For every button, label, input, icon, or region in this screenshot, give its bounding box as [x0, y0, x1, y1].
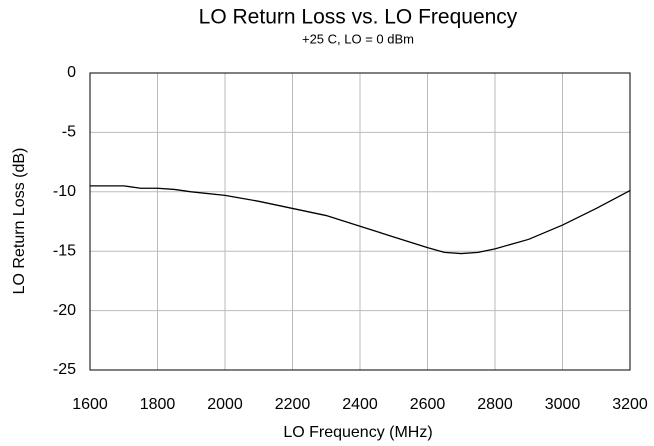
chart-subtitle: +25 C, LO = 0 dBm — [302, 31, 414, 46]
y-tick-label: -25 — [53, 361, 76, 378]
x-tick-label: 3000 — [545, 396, 581, 413]
x-tick-label: 2200 — [275, 396, 311, 413]
x-tick-label: 1800 — [140, 396, 176, 413]
y-tick-label: 0 — [67, 64, 76, 81]
y-axis-label: LO Return Loss (dB) — [11, 148, 28, 295]
x-tick-label: 1600 — [72, 396, 108, 413]
y-tick-label: -5 — [62, 124, 76, 141]
data-line — [90, 185, 631, 255]
y-tick-label: -10 — [53, 183, 76, 200]
y-tick-label: -20 — [53, 302, 76, 319]
x-axis-label: LO Frequency (MHz) — [283, 424, 432, 441]
plot-frame — [89, 72, 631, 371]
x-tick-label: 2000 — [207, 396, 243, 413]
x-tick-label: 2800 — [477, 396, 513, 413]
x-tick-label: 2600 — [410, 396, 446, 413]
y-tick-label: -15 — [53, 242, 76, 259]
x-tick-label: 2400 — [342, 396, 378, 413]
x-tick-label: 3200 — [612, 396, 648, 413]
chart-title: LO Return Loss vs. LO Frequency — [199, 6, 518, 29]
